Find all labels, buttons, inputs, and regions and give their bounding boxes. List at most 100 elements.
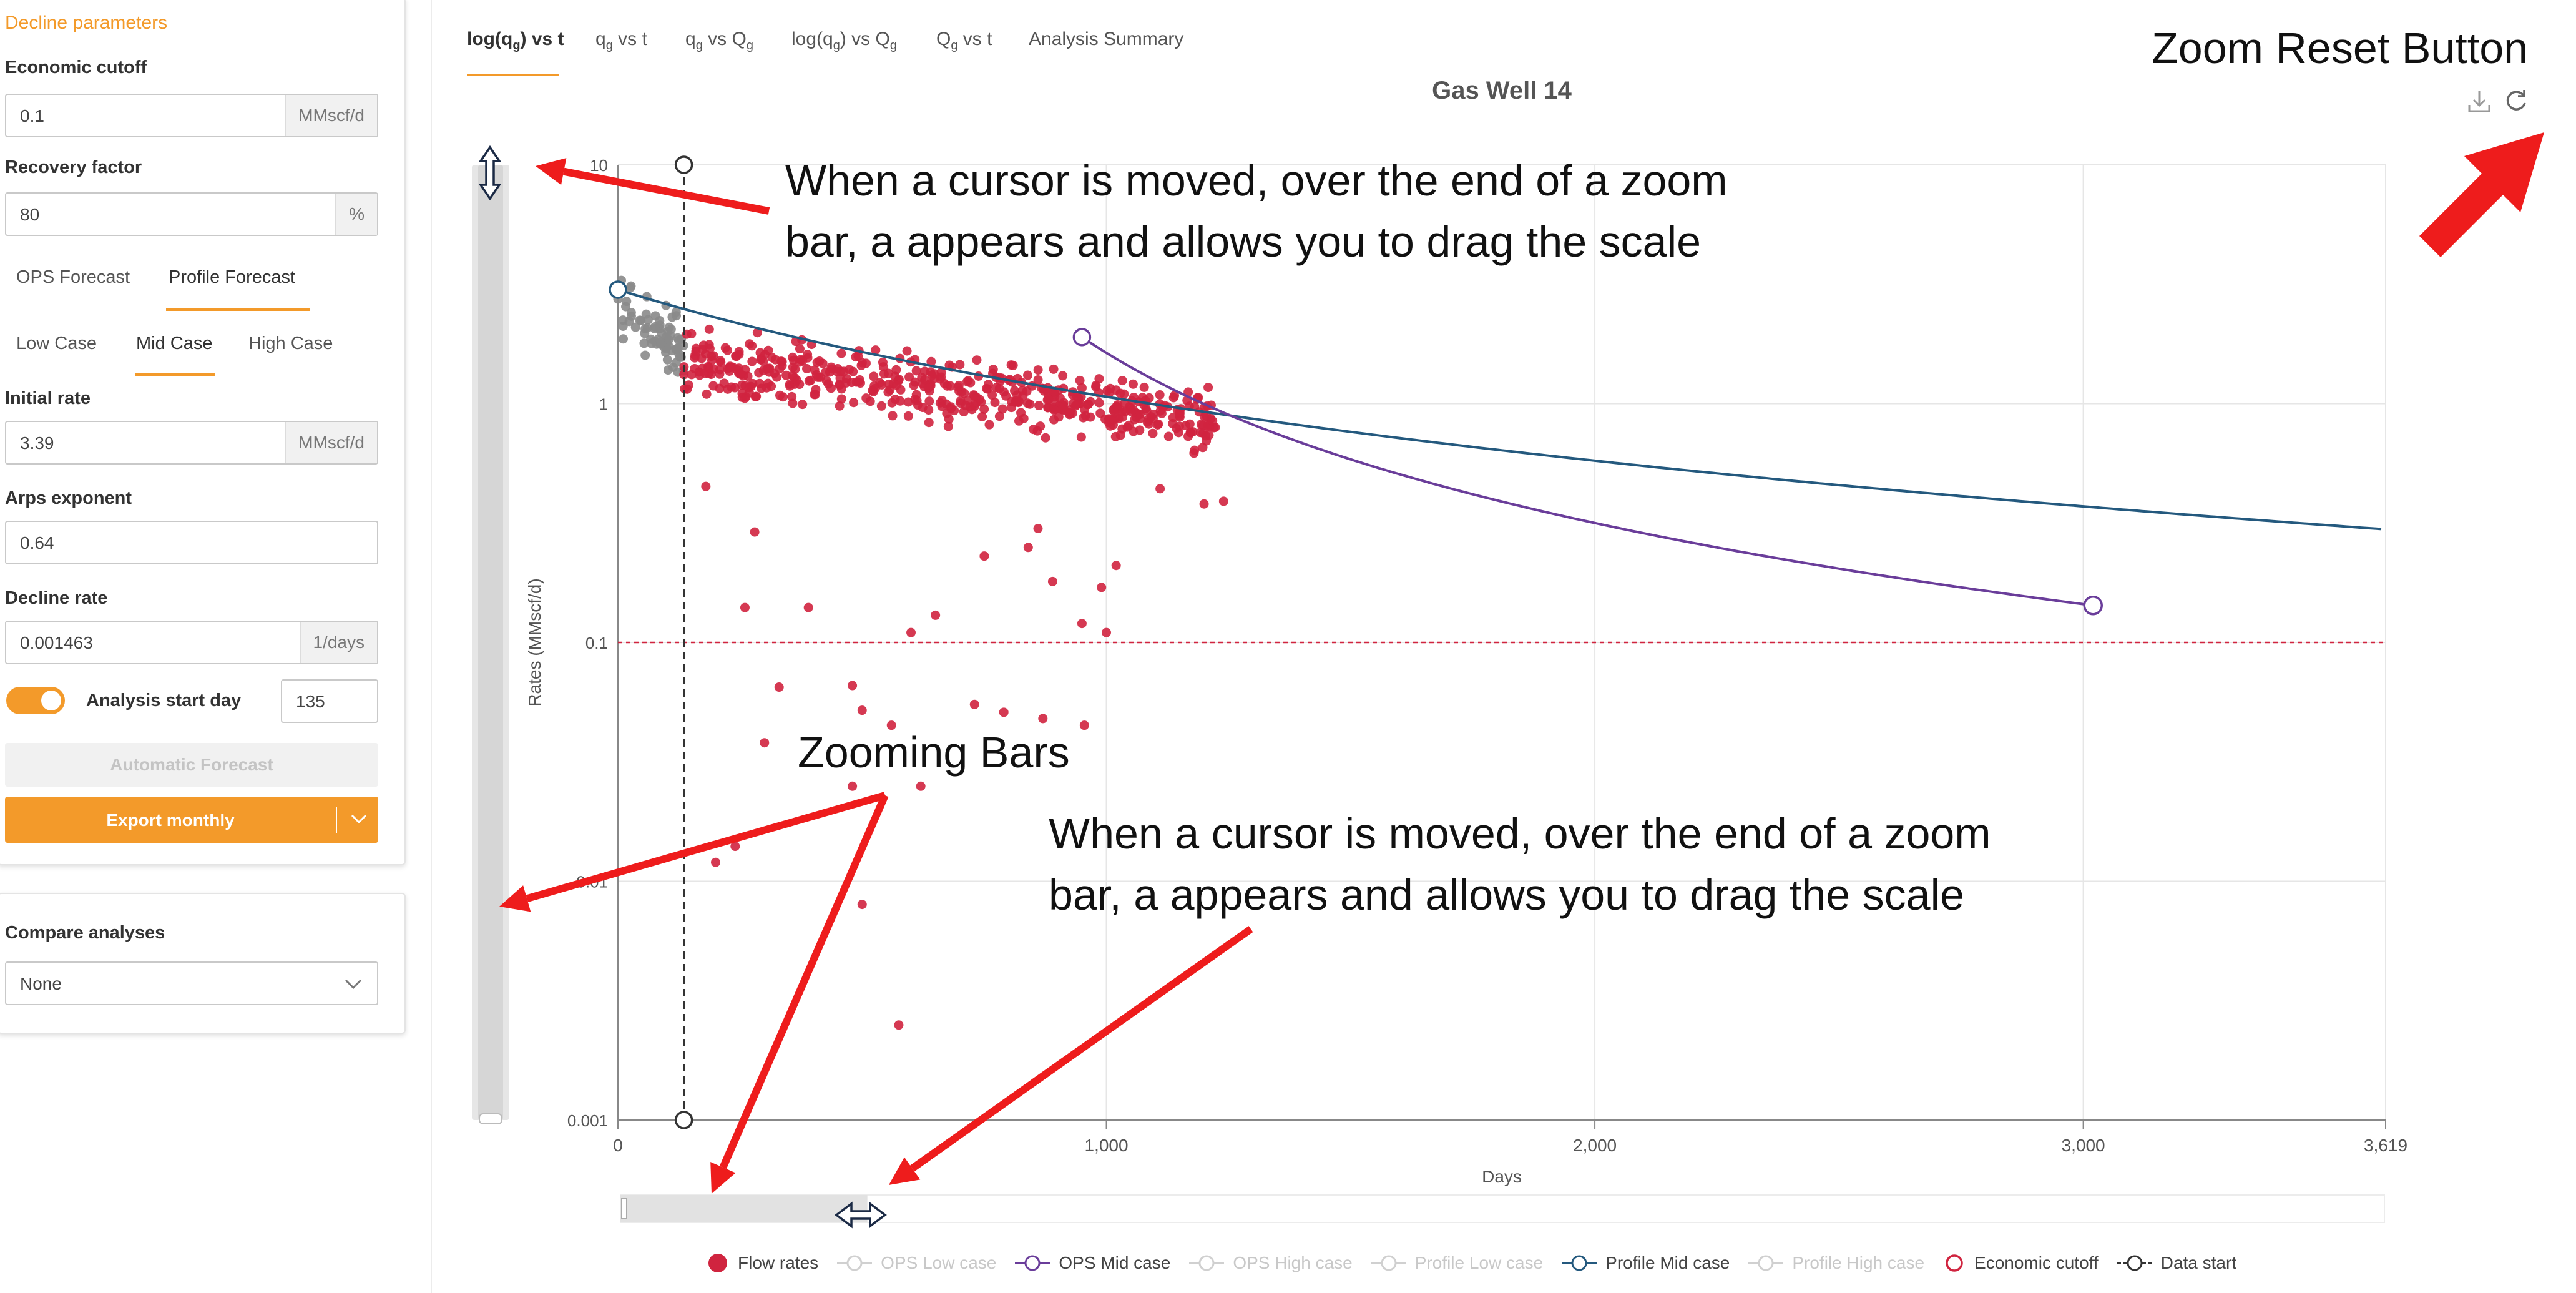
flow-rate-point: [895, 396, 905, 406]
flow-rate-point: [1135, 413, 1145, 423]
flow-rate-point: [1175, 407, 1185, 417]
tab-profile-forecast[interactable]: Profile Forecast: [169, 267, 296, 287]
zoom-reset-button[interactable]: [2502, 86, 2530, 115]
flow-rate-point: [1085, 412, 1095, 422]
flow-rate-point: [788, 362, 798, 372]
flow-rate-point: [812, 358, 822, 368]
tab-qg-vs-Qg[interactable]: qg vs Qg: [685, 29, 753, 52]
legend-profile-high[interactable]: Profile High case: [1747, 1251, 1924, 1276]
legend-ops-low[interactable]: OPS Low case: [836, 1251, 996, 1276]
flow-rate-point: [775, 390, 785, 400]
flow-rate-point: [1206, 414, 1216, 424]
tab-low-case[interactable]: Low Case: [16, 333, 97, 353]
flow-rate-point: [703, 361, 713, 371]
flow-rate-point: [1193, 393, 1203, 403]
flow-rate-point: [1140, 396, 1150, 406]
compare-analyses-value: None: [20, 974, 62, 993]
flow-rate-point: [1057, 400, 1067, 410]
profile-forecast-underline: [166, 308, 310, 311]
flow-rate-point: [1117, 407, 1127, 417]
legend-data-start[interactable]: Data start: [2116, 1251, 2236, 1276]
flow-rate-point: [701, 481, 711, 491]
automatic-forecast-button[interactable]: Automatic Forecast: [5, 743, 378, 787]
flow-rate-point: [1097, 583, 1107, 592]
initial-rate-unit: MMscf/d: [285, 422, 377, 463]
flow-rate-point: [849, 398, 859, 408]
flow-rate-point: [1033, 375, 1043, 385]
flow-rate-point: [947, 362, 957, 372]
flow-rate-point: [695, 370, 705, 380]
tab-analysis-summary[interactable]: Analysis Summary: [1029, 29, 1184, 49]
analysis-start-field[interactable]: 135: [281, 679, 378, 723]
decline-rate-field[interactable]: 0.001463 1/days: [5, 621, 378, 664]
tab-high-case[interactable]: High Case: [248, 333, 333, 353]
flow-rate-point: [1005, 375, 1015, 385]
flow-rate-point: [1206, 400, 1216, 410]
flow-rate-point: [836, 394, 846, 404]
flow-rate-point: [851, 377, 861, 387]
flow-rate-point: [1205, 421, 1215, 431]
flow-rate-point: [707, 355, 717, 365]
flow-rate-point: [1011, 396, 1021, 406]
arps-exponent-label: Arps exponent: [5, 488, 132, 508]
legend-ops-mid[interactable]: OPS Mid case: [1014, 1251, 1170, 1276]
flow-rate-point: [1007, 377, 1017, 387]
flow-rate-point: [641, 309, 651, 319]
legend-economic-cutoff[interactable]: Economic cutoff: [1942, 1251, 2099, 1276]
flow-rate-point: [1201, 431, 1211, 441]
flow-rate-point: [750, 392, 760, 402]
initial-rate-field[interactable]: 3.39 MMscf/d: [5, 421, 378, 465]
compare-analyses-select[interactable]: None: [5, 961, 378, 1005]
flow-rate-point: [868, 386, 878, 396]
x-zoom-window: [620, 1195, 868, 1222]
export-dropdown-chevron-icon[interactable]: [343, 803, 375, 834]
arps-exponent-field[interactable]: 0.64: [5, 521, 378, 564]
analysis-start-toggle[interactable]: [6, 687, 65, 714]
flow-rate-point: [683, 380, 693, 390]
flow-rate-point: [913, 400, 923, 410]
legend-ops-high[interactable]: OPS High case: [1188, 1251, 1353, 1276]
flow-rate-point: [939, 378, 949, 388]
x-tick-label: 3,619: [2364, 1136, 2407, 1155]
tab-qg-vs-t[interactable]: qg vs t: [595, 29, 647, 52]
flow-rate-point: [845, 365, 855, 375]
flow-rate-point: [655, 315, 665, 325]
flow-rate-point: [1091, 381, 1101, 391]
tab-Qg-vs-t[interactable]: Qg vs t: [936, 29, 992, 52]
tab-log-qg-vs-t[interactable]: log(qg) vs t: [467, 29, 564, 52]
flow-rate-point: [803, 350, 813, 360]
flow-rate-point: [942, 408, 952, 418]
flow-rate-point: [736, 370, 746, 380]
tab-ops-forecast[interactable]: OPS Forecast: [16, 267, 130, 287]
tab-mid-case[interactable]: Mid Case: [136, 333, 213, 353]
flow-rate-point: [883, 368, 893, 378]
flow-rate-point: [937, 401, 947, 411]
export-monthly-label: Export monthly: [106, 810, 235, 830]
flow-rate-point: [1142, 406, 1152, 416]
flow-rate-point: [705, 343, 715, 353]
flow-rate-point: [639, 338, 649, 348]
flow-rate-point: [1115, 388, 1125, 398]
flow-rate-point: [708, 364, 718, 374]
annotation-arrow-zoom-reset: [2419, 132, 2544, 257]
flow-rate-point: [924, 405, 934, 415]
flow-rate-point: [1125, 406, 1135, 416]
legend-flow-rates[interactable]: Flow rates: [705, 1251, 818, 1276]
flow-rate-point: [1010, 397, 1020, 407]
compare-analyses-label: Compare analyses: [5, 923, 165, 943]
flow-rate-point: [1148, 428, 1158, 438]
economic-cutoff-field[interactable]: 0.1 MMscf/d: [5, 94, 378, 137]
download-icon[interactable]: [2466, 87, 2493, 115]
flow-rate-point: [662, 337, 672, 347]
recovery-factor-field[interactable]: 80 %: [5, 192, 378, 236]
flow-rate-point: [715, 356, 725, 366]
analysis-start-value: 135: [296, 692, 325, 711]
flow-rate-point: [795, 357, 805, 367]
flow-rate-point: [723, 345, 733, 355]
legend-profile-low[interactable]: Profile Low case: [1370, 1251, 1543, 1276]
export-monthly-button[interactable]: Export monthly: [5, 797, 378, 843]
tab-log-qg-vs-Qg[interactable]: log(qg) vs Qg: [791, 29, 897, 52]
flow-rate-point: [660, 347, 670, 357]
flow-rate-point: [1064, 407, 1074, 417]
legend-profile-mid[interactable]: Profile Mid case: [1560, 1251, 1730, 1276]
